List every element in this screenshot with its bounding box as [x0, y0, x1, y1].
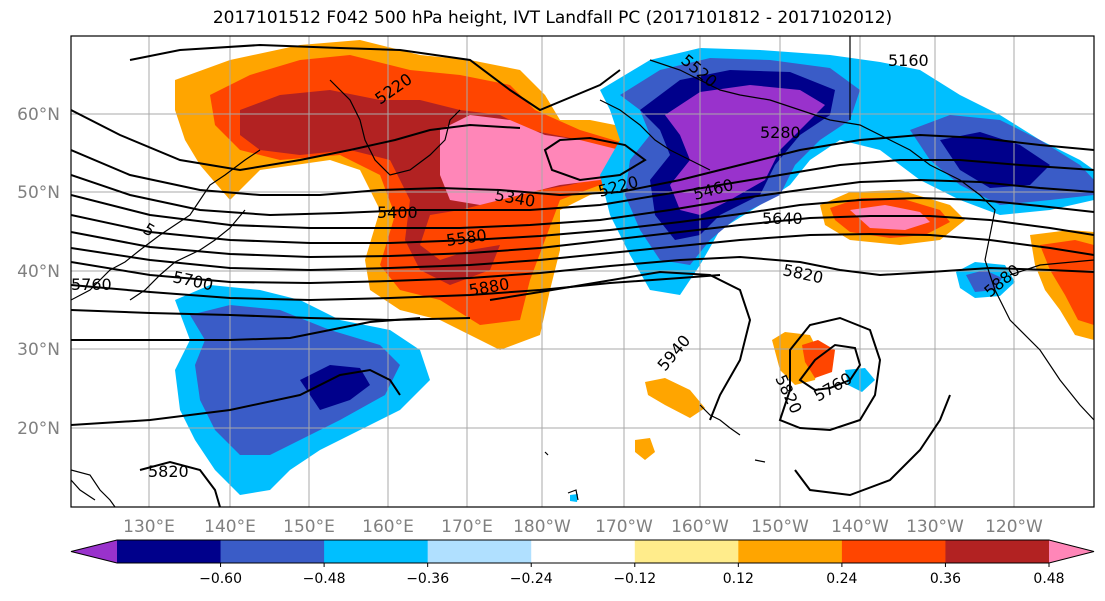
lat-label: 20°N — [17, 419, 60, 439]
colorbar-segment — [841, 540, 946, 563]
colorbar-tick-label: −0.48 — [303, 571, 346, 587]
lon-label: 140°E — [204, 517, 256, 537]
colorbar-segment — [220, 540, 325, 563]
colorbar-segment — [324, 540, 429, 563]
lon-label: 130°W — [906, 517, 964, 537]
colorbar-segment — [945, 540, 1050, 563]
lon-label: 170°E — [441, 517, 493, 537]
lon-label: 140°W — [831, 517, 889, 537]
colorbar-tick-label: −0.24 — [510, 571, 553, 587]
contour-labels: 5220 5160 5280 5340 5220 5400 5460 5580 … — [71, 51, 1024, 481]
lon-label: 150°E — [283, 517, 335, 537]
lat-label: 50°N — [17, 183, 60, 203]
lon-label: 150°W — [751, 517, 809, 537]
lon-label: 160°E — [362, 517, 414, 537]
longitude-labels: 130°E 140°E 150°E 160°E 170°E 180°W 170°… — [123, 517, 1043, 537]
colorbar-tick-label: −0.36 — [406, 571, 449, 587]
colorbar: −0.60 −0.48 −0.36 −0.24 −0.12 0.12 0.24 0.36 0.4… — [70, 539, 1095, 587]
lon-label: 120°W — [985, 517, 1043, 537]
colorbar-segment — [427, 540, 532, 563]
height-contours — [71, 43, 1094, 507]
colorbar-tick-label: 0.12 — [723, 571, 754, 587]
colorbar-segment — [117, 540, 222, 563]
lat-label: 40°N — [17, 262, 60, 282]
lat-label: 60°N — [17, 105, 60, 125]
lon-label: 180°W — [513, 517, 571, 537]
contour-label: 5400 — [377, 203, 418, 222]
contour-label: 5280 — [760, 123, 801, 142]
colorbar-tick-label: −0.12 — [613, 571, 656, 587]
colorbar-tick-label: 0.36 — [930, 571, 961, 587]
contour-label: 5160 — [888, 51, 929, 70]
lon-label: 170°W — [595, 517, 653, 537]
lon-label: 130°E — [123, 517, 175, 537]
colorbar-arrow-high — [1049, 540, 1094, 563]
map-title: 2017101512 F042 500 hPa height, IVT Land… — [212, 8, 893, 28]
contour-label: 5760 — [71, 275, 112, 294]
colorbar-tick-label: 0.48 — [1033, 571, 1064, 587]
coastlines — [71, 36, 1094, 507]
colorbar-segment — [738, 540, 843, 563]
contour-label: 5820 — [148, 462, 189, 481]
lon-label: 160°W — [671, 517, 729, 537]
map-frame — [70, 35, 1095, 508]
map-area: 5220 5160 5280 5340 5220 5400 5460 5580 … — [71, 36, 1094, 507]
colorbar-tick-label: 0.24 — [826, 571, 857, 587]
contour-label: 5640 — [762, 209, 803, 228]
colorbar-arrow-low — [71, 540, 117, 563]
latitude-labels: 60°N 50°N 40°N 30°N 20°N — [17, 105, 60, 439]
lat-label: 30°N — [17, 340, 60, 360]
colorbar-tick-label: −0.60 — [199, 571, 242, 587]
colorbar-segment — [531, 540, 636, 563]
colorbar-segment — [634, 540, 739, 563]
colorbar-outline — [70, 539, 1095, 564]
